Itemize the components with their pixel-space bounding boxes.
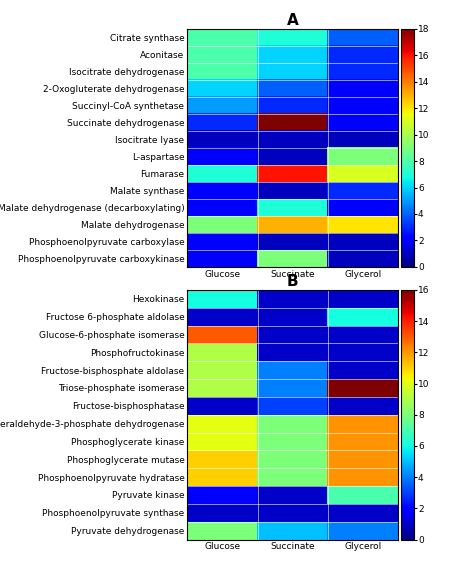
Title: B: B xyxy=(287,274,299,289)
Title: A: A xyxy=(287,13,299,28)
